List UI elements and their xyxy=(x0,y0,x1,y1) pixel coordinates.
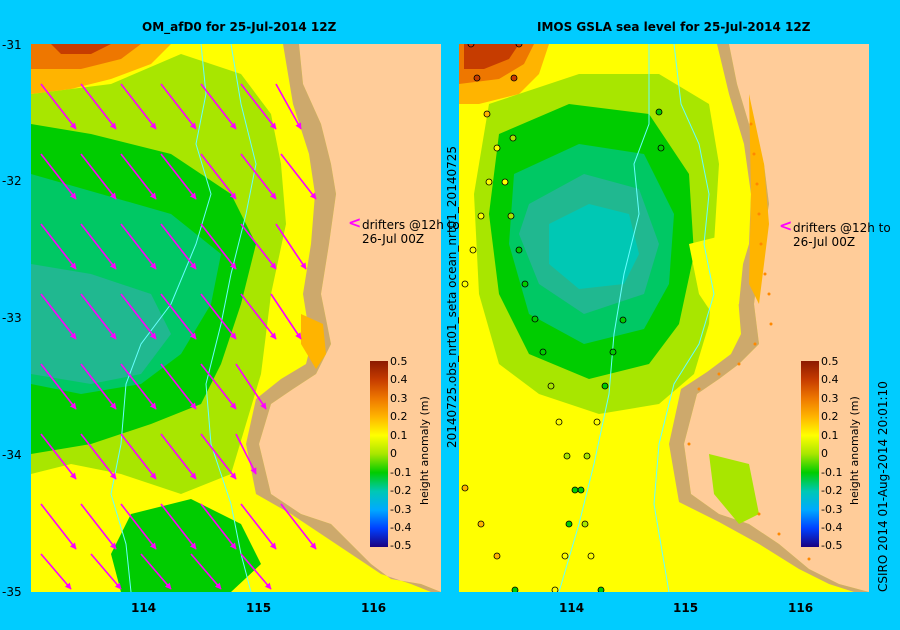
y-tick-label: -32 xyxy=(2,174,22,188)
colorbar-tick: -0.1 xyxy=(821,466,843,479)
colorbar-tick: -0.5 xyxy=(390,539,412,552)
colorbar-tick: -0.3 xyxy=(390,503,412,516)
colorbar-label: height anomaly (m) xyxy=(848,396,861,505)
annotation-line: 26-Jul 00Z xyxy=(793,235,856,249)
colorbar-tick: 0.4 xyxy=(390,373,408,386)
right-map-panel xyxy=(459,44,869,592)
colorbar-tick: -0.4 xyxy=(821,521,843,534)
colorbar-tick: 0.2 xyxy=(821,410,839,423)
colorbar-tick: 0.2 xyxy=(390,410,408,423)
y-tick-label: -33 xyxy=(2,311,22,325)
right-drifter-annotation: < drifters @12h to 26-Jul 00Z xyxy=(779,218,891,250)
colorbar-tick: 0.3 xyxy=(390,392,408,405)
x-tick-label: 115 xyxy=(246,601,272,615)
colorbar-tick: 0.3 xyxy=(821,392,839,405)
colorbar-tick: 0.1 xyxy=(821,429,839,442)
data-source-text: 20140725.obs_nrt01_seta ocean_nrt01_2014… xyxy=(445,146,459,448)
credit-text: CSIRO 2014 01-Aug-2014 20:01:10 xyxy=(876,381,890,592)
left-map-svg xyxy=(31,44,441,592)
x-tick-label: 116 xyxy=(361,601,387,615)
annotation-line: drifters @12h to xyxy=(793,221,891,235)
right-map-svg xyxy=(459,44,869,592)
colorbar-tick: -0.2 xyxy=(821,484,843,497)
annotation-line: drifters @12h to xyxy=(362,218,460,232)
x-tick-label: 114 xyxy=(559,601,585,615)
left-map-panel xyxy=(31,44,441,592)
drifter-tracks xyxy=(687,122,811,561)
annotation-line: 26-Jul 00Z xyxy=(362,232,425,246)
colorbar-tick: 0 xyxy=(821,447,828,460)
colorbar-tick: -0.1 xyxy=(390,466,412,479)
colorbar-tick: 0.5 xyxy=(821,355,839,368)
colorbar xyxy=(370,361,388,547)
colorbar-tick: -0.5 xyxy=(821,539,843,552)
x-tick-label: 115 xyxy=(673,601,699,615)
left-drifter-annotation: < drifters @12h to 26-Jul 00Z xyxy=(348,215,460,247)
colorbar xyxy=(801,361,819,547)
colorbar-tick: 0 xyxy=(390,447,397,460)
colorbar-tick: -0.4 xyxy=(390,521,412,534)
y-tick-label: -34 xyxy=(2,448,22,462)
velocity-arrows xyxy=(40,83,317,590)
colorbar-tick: -0.3 xyxy=(821,503,843,516)
colorbar-tick: 0.1 xyxy=(390,429,408,442)
right-panel-title: IMOS GSLA sea level for 25-Jul-2014 12Z xyxy=(537,20,811,34)
colorbar-tick: 0.4 xyxy=(821,373,839,386)
colorbar-tick: 0.5 xyxy=(390,355,408,368)
colorbar-tick: -0.2 xyxy=(390,484,412,497)
drifter-markers xyxy=(461,44,665,592)
left-panel-title: OM_afD0 for 25-Jul-2014 12Z xyxy=(142,20,337,34)
x-tick-label: 114 xyxy=(131,601,157,615)
y-tick-label: -35 xyxy=(2,585,22,599)
y-tick-label: -31 xyxy=(2,38,22,52)
annotation-arrow-icon: < xyxy=(779,216,793,235)
colorbar-label: height anomaly (m) xyxy=(418,396,431,505)
annotation-arrow-icon: < xyxy=(348,213,362,232)
x-tick-label: 116 xyxy=(788,601,814,615)
